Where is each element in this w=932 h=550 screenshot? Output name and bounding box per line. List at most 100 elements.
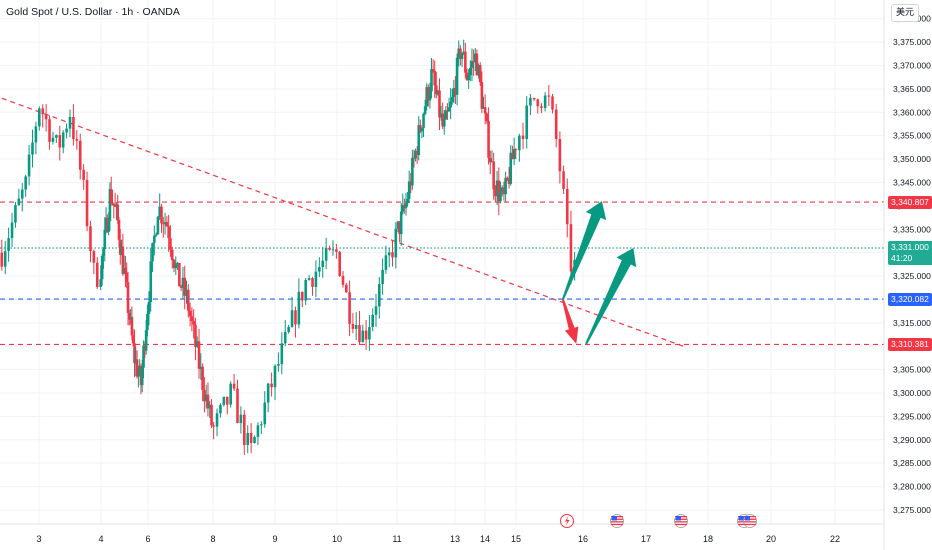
candle-body <box>304 279 307 301</box>
candle-body <box>433 70 436 86</box>
grid <box>0 0 884 524</box>
candle-body <box>44 114 48 120</box>
candle-body <box>414 150 417 159</box>
time-tick-label: 6 <box>145 534 150 544</box>
candle-body <box>82 169 85 180</box>
candle-body <box>3 251 7 267</box>
candle-body <box>514 149 518 151</box>
price-tick-label: 3,375.000 <box>893 37 931 47</box>
candle-body <box>188 310 192 317</box>
price-tick-label: 3,305.000 <box>893 365 931 375</box>
candle-body <box>469 67 472 76</box>
candle-body <box>197 341 201 369</box>
candle-body <box>300 291 304 301</box>
candle-body <box>116 204 119 220</box>
price-tick-label: 3,350.000 <box>893 154 931 164</box>
candle-body <box>478 65 482 83</box>
candle-body <box>314 271 318 287</box>
us-flag-icon[interactable] <box>610 514 624 528</box>
candle-body <box>374 306 378 315</box>
candle-body <box>499 191 502 202</box>
candles <box>0 39 576 456</box>
candle-body <box>203 389 206 402</box>
price-tag-lower-level: 3,310.381 <box>888 337 932 351</box>
candle-body <box>55 135 58 138</box>
candle-body <box>0 252 4 267</box>
candle-body <box>7 238 10 252</box>
candle-body <box>547 95 551 97</box>
candle-body <box>187 289 190 311</box>
candle-body <box>348 292 351 324</box>
time-tick-label: 17 <box>641 534 651 544</box>
candle-body <box>490 161 494 163</box>
candle-body <box>48 119 51 142</box>
candle-body <box>167 226 170 239</box>
time-tick-label: 8 <box>210 534 215 544</box>
price-tick-label: 3,285.000 <box>893 458 931 468</box>
currency-button[interactable]: 美元 <box>891 4 919 22</box>
candle-body <box>149 261 153 302</box>
candle-body <box>31 142 34 155</box>
candle-body <box>488 157 492 163</box>
candle-body <box>20 189 24 199</box>
candle-body <box>558 139 562 172</box>
candle-body <box>263 402 267 425</box>
candle-body <box>38 108 41 127</box>
candle-body <box>506 177 509 179</box>
lightning-icon[interactable] <box>560 514 574 528</box>
candle-body <box>176 262 179 265</box>
candle-body <box>146 313 149 331</box>
candle-body <box>140 367 144 386</box>
candle-body <box>199 366 203 369</box>
candle-body <box>58 135 62 148</box>
candle-body <box>109 189 113 203</box>
flag-canton <box>745 516 750 521</box>
candle-body <box>133 343 136 364</box>
candle-body <box>117 219 121 240</box>
candle-body <box>551 96 554 110</box>
arrow-down-red <box>561 299 579 344</box>
candle-body <box>381 269 384 285</box>
candle-body <box>163 222 167 224</box>
candle-body <box>473 53 477 63</box>
candle-body <box>174 264 178 269</box>
candle-body <box>135 359 139 377</box>
chart-title: Gold Spot / U.S. Dollar · 1h · OANDA <box>6 6 180 18</box>
candle-body <box>108 189 112 222</box>
candle-body <box>151 242 154 262</box>
candle-body <box>403 204 406 209</box>
candle-body <box>219 404 222 414</box>
candle-body <box>131 335 135 344</box>
us-flag-icon[interactable] <box>743 514 757 528</box>
time-axis[interactable]: 3 4 6 8 9 10 11 13 14 15 16 17 18 20 22 <box>36 534 840 544</box>
candle-body <box>457 48 461 58</box>
candle-body <box>156 217 160 235</box>
candle-body <box>229 383 232 405</box>
time-tick-label: 4 <box>98 534 103 544</box>
candle-body <box>368 327 371 340</box>
candle-body <box>417 125 421 155</box>
economic-events[interactable] <box>560 514 757 528</box>
descending-trendline <box>1 97 684 347</box>
candle-body <box>85 179 89 227</box>
candle-body <box>121 246 125 274</box>
candle-body <box>465 72 469 80</box>
candle-body <box>565 188 569 225</box>
candle-body <box>185 289 188 296</box>
candle-body <box>172 260 176 269</box>
candle-body <box>455 57 459 95</box>
us-flag-icon[interactable] <box>674 514 688 528</box>
candle-body <box>51 137 55 142</box>
time-tick-label: 14 <box>480 534 490 544</box>
candle-body <box>415 150 419 155</box>
candle-body <box>441 113 444 127</box>
time-tick-label: 13 <box>450 534 460 544</box>
candle-body <box>404 203 408 209</box>
candle-body <box>318 266 321 272</box>
candle-body <box>170 249 174 261</box>
price-tick-label: 3,365.000 <box>893 84 931 94</box>
candle-body <box>124 267 127 274</box>
time-tick-label: 3 <box>36 534 41 544</box>
